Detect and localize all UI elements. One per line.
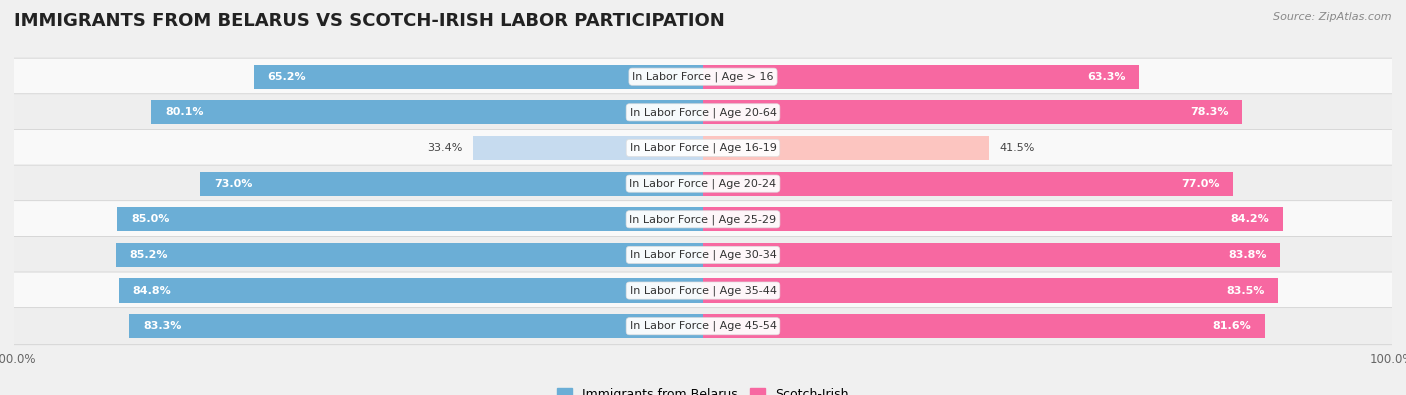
Text: In Labor Force | Age 30-34: In Labor Force | Age 30-34 — [630, 250, 776, 260]
Bar — [703, 243, 1281, 267]
FancyBboxPatch shape — [0, 201, 1406, 238]
Bar — [703, 100, 1243, 124]
Bar — [703, 136, 988, 160]
Text: In Labor Force | Age 20-24: In Labor Force | Age 20-24 — [630, 179, 776, 189]
Bar — [117, 243, 703, 267]
Bar — [129, 314, 703, 339]
Text: 63.3%: 63.3% — [1087, 71, 1125, 82]
Text: In Labor Force | Age 45-54: In Labor Force | Age 45-54 — [630, 321, 776, 331]
Bar — [152, 100, 703, 124]
Text: 80.1%: 80.1% — [165, 107, 204, 117]
FancyBboxPatch shape — [0, 130, 1406, 167]
Bar — [703, 278, 1278, 303]
FancyBboxPatch shape — [0, 58, 1406, 95]
Text: In Labor Force | Age 35-44: In Labor Force | Age 35-44 — [630, 285, 776, 296]
Bar — [472, 136, 703, 160]
Bar — [117, 207, 703, 231]
Text: 84.2%: 84.2% — [1230, 214, 1270, 224]
Text: 73.0%: 73.0% — [214, 179, 252, 189]
FancyBboxPatch shape — [0, 308, 1406, 345]
Legend: Immigrants from Belarus, Scotch-Irish: Immigrants from Belarus, Scotch-Irish — [553, 383, 853, 395]
Text: IMMIGRANTS FROM BELARUS VS SCOTCH-IRISH LABOR PARTICIPATION: IMMIGRANTS FROM BELARUS VS SCOTCH-IRISH … — [14, 12, 725, 30]
Text: 41.5%: 41.5% — [1000, 143, 1035, 153]
Bar — [200, 171, 703, 196]
Text: 83.3%: 83.3% — [143, 321, 181, 331]
Text: 85.0%: 85.0% — [131, 214, 170, 224]
Bar — [703, 314, 1265, 339]
Text: 65.2%: 65.2% — [267, 71, 307, 82]
FancyBboxPatch shape — [0, 272, 1406, 309]
FancyBboxPatch shape — [0, 94, 1406, 131]
Bar — [703, 207, 1284, 231]
Text: In Labor Force | Age 16-19: In Labor Force | Age 16-19 — [630, 143, 776, 153]
FancyBboxPatch shape — [0, 165, 1406, 202]
Bar — [254, 64, 703, 89]
Text: 77.0%: 77.0% — [1181, 179, 1219, 189]
Text: In Labor Force | Age > 16: In Labor Force | Age > 16 — [633, 71, 773, 82]
FancyBboxPatch shape — [0, 236, 1406, 273]
Bar — [703, 64, 1139, 89]
Bar — [118, 278, 703, 303]
Text: 85.2%: 85.2% — [129, 250, 169, 260]
Text: 78.3%: 78.3% — [1189, 107, 1229, 117]
Text: 33.4%: 33.4% — [427, 143, 463, 153]
Text: 83.5%: 83.5% — [1226, 286, 1264, 295]
Text: In Labor Force | Age 25-29: In Labor Force | Age 25-29 — [630, 214, 776, 224]
Text: Source: ZipAtlas.com: Source: ZipAtlas.com — [1274, 12, 1392, 22]
Text: 84.8%: 84.8% — [132, 286, 172, 295]
Text: 83.8%: 83.8% — [1227, 250, 1267, 260]
Bar — [703, 171, 1233, 196]
Text: 81.6%: 81.6% — [1212, 321, 1251, 331]
Text: In Labor Force | Age 20-64: In Labor Force | Age 20-64 — [630, 107, 776, 118]
